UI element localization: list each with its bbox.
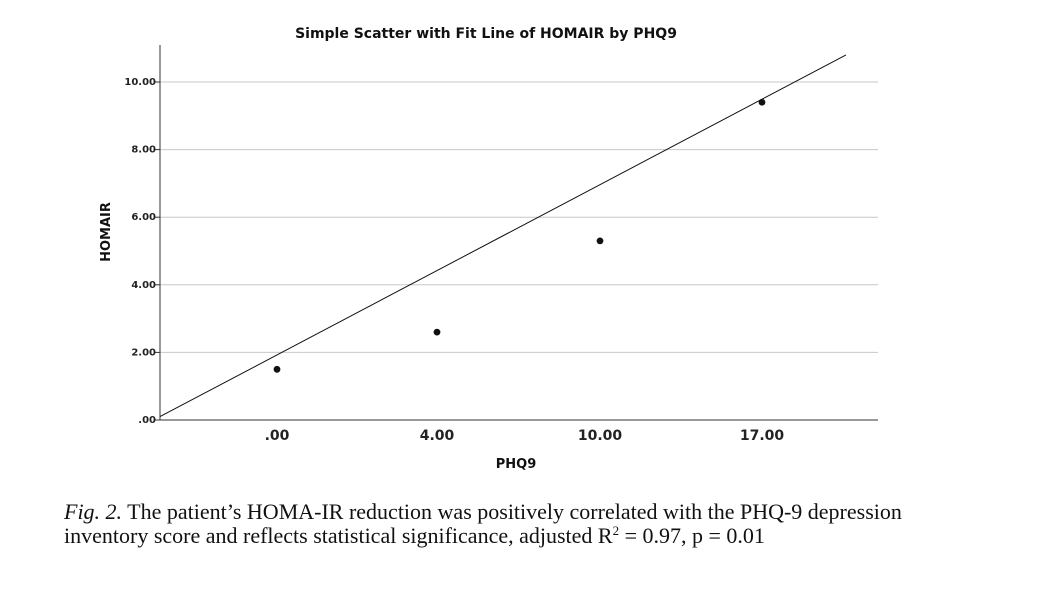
x-tick-label-1: 4.00 — [420, 428, 455, 444]
x-axis-label: PHQ9 — [496, 457, 537, 472]
data-point-3 — [758, 98, 766, 106]
y-tick-label-3: 6.00 — [131, 212, 156, 223]
x-tick-label-0: .00 — [265, 428, 290, 444]
caption-text-2a: inventory score and reflects statistical… — [64, 523, 613, 548]
data-point-1 — [433, 328, 441, 336]
caption-line-2: inventory score and reflects statistical… — [64, 524, 1024, 548]
y-tick-labels: .00 2.00 4.00 6.00 8.00 10.00 — [124, 77, 160, 426]
fit-line — [159, 54, 847, 418]
figure-label: Fig. 2. — [64, 499, 123, 524]
fit-line-group — [159, 54, 847, 418]
y-tick-label-5: 10.00 — [124, 77, 156, 88]
x-tick-label-2: 10.00 — [578, 428, 623, 444]
scatter-chart: .00 2.00 4.00 6.00 8.00 10.00 .00 4.00 10.00 17.… — [99, 26, 878, 472]
y-tick-label-4: 8.00 — [131, 145, 156, 156]
data-points — [273, 98, 766, 373]
y-tick-label-0: .00 — [138, 415, 156, 426]
y-tick-label-2: 4.00 — [131, 280, 156, 291]
caption-text-1: The patient’s HOMA-IR reduction was posi… — [127, 499, 902, 524]
y-tick-label-1: 2.00 — [131, 347, 156, 358]
x-tick-labels: .00 4.00 10.00 17.00 — [265, 428, 785, 444]
x-tick-label-3: 17.00 — [740, 428, 785, 444]
y-axis-label: HOMAIR — [99, 202, 114, 262]
data-point-0 — [273, 365, 281, 373]
figure-caption: Fig. 2. The patient’s HOMA-IR reduction … — [64, 500, 1024, 548]
chart-title: Simple Scatter with Fit Line of HOMAIR b… — [295, 26, 677, 42]
gridlines — [160, 81, 878, 353]
caption-superscript: 2 — [612, 523, 620, 538]
caption-line-1: Fig. 2. The patient’s HOMA-IR reduction … — [64, 500, 1024, 524]
data-point-2 — [596, 237, 604, 245]
caption-text-2b: = 0.97, p = 0.01 — [619, 523, 765, 548]
